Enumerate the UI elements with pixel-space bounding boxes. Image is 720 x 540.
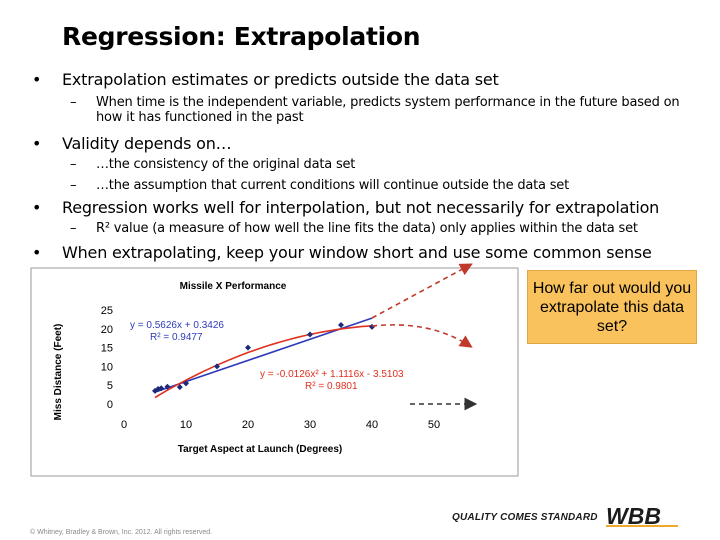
- poly-fit-curve: [154, 325, 373, 399]
- x-tick-label: 10: [180, 419, 192, 431]
- wbb-logo: WBB: [606, 503, 678, 527]
- bullet-2-text: Validity depends on…: [62, 134, 232, 153]
- linear-fit-r2: R² = 0.9477: [150, 332, 203, 343]
- logo-text: WBB: [606, 503, 661, 527]
- x-tick-label: 0: [121, 419, 127, 431]
- y-axis-label: Miss Distance (Feet): [53, 324, 64, 421]
- data-point: [245, 344, 251, 351]
- x-tick-label: 20: [242, 419, 254, 431]
- sub-bullet-marker: –: [70, 157, 77, 172]
- x-tick-label: 30: [304, 419, 316, 431]
- bullet-marker: •: [32, 134, 42, 153]
- bullet-3-sub-1-text: R² value (a measure of how well the line…: [96, 221, 638, 236]
- bullet-marker: •: [32, 198, 42, 217]
- bullet-4-text: When extrapolating, keep your window sho…: [62, 243, 652, 262]
- slide-title: Regression: Extrapolation: [62, 22, 421, 51]
- chart-frame: [30, 267, 519, 477]
- data-point: [183, 380, 189, 387]
- data-point: [214, 363, 220, 370]
- extrapolation-arrow-linear: [371, 263, 473, 319]
- sub-bullet-marker: –: [70, 221, 77, 236]
- y-tick-label: 15: [101, 343, 113, 355]
- tagline-text: QUALITY COMES STANDARD: [452, 512, 598, 523]
- bullet-3-text: Regression works well for interpolation,…: [62, 198, 660, 217]
- bullet-1-text: Extrapolation estimates or predicts outs…: [62, 70, 499, 89]
- sub-bullet-marker: –: [70, 95, 77, 110]
- bullet-2-sub-2-text: …the assumption that current conditions …: [96, 178, 570, 193]
- x-axis-label: Target Aspect at Launch (Degrees): [178, 444, 342, 455]
- copyright-text: © Whitney, Bradley & Brown, Inc. 2012. A…: [30, 529, 213, 536]
- extrapolation-callout: How far out would you extrapolate this d…: [527, 270, 697, 344]
- bullet-marker: •: [32, 243, 42, 262]
- data-point: [158, 385, 165, 392]
- bullet-1-sub-1-text: When time is the independent variable, p…: [96, 95, 680, 125]
- poly-fit-r2: R² = 0.9801: [305, 381, 358, 392]
- y-tick-label: 25: [101, 305, 113, 317]
- logo-underline: [606, 525, 678, 527]
- data-point: [338, 322, 344, 329]
- data-point: [307, 331, 313, 338]
- extrapolation-arrow-poly: [371, 324, 473, 348]
- y-tick-label: 20: [101, 324, 113, 336]
- x-tick-label: 50: [428, 419, 440, 431]
- linear-fit-equation: y = 0.5626x + 0.3426: [130, 320, 224, 331]
- poly-fit-equation: y = -0.0126x² + 1.1116x - 3.5103: [260, 369, 404, 380]
- y-tick-label: 5: [107, 380, 113, 392]
- y-tick-label: 10: [101, 361, 113, 373]
- x-tick-label: 40: [366, 419, 378, 431]
- y-tick-label: 0: [107, 399, 113, 411]
- sub-bullet-marker: –: [70, 178, 77, 193]
- data-point: [176, 384, 183, 391]
- data-point: [164, 383, 171, 390]
- bullet-marker: •: [32, 70, 42, 89]
- chart-title: Missile X Performance: [180, 281, 287, 292]
- bullet-2-sub-1-text: …the consistency of the original data se…: [96, 157, 356, 172]
